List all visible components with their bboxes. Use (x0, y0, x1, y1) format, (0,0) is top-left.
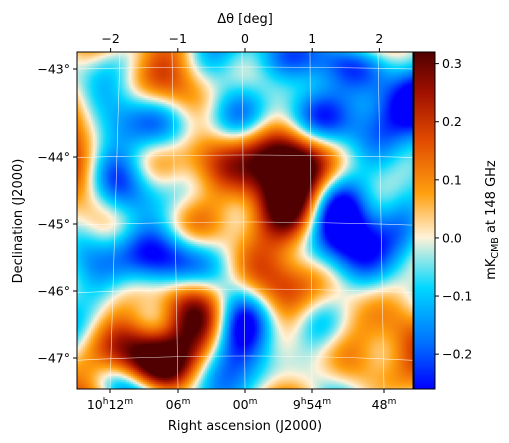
bottom-tick-label: 48m (372, 397, 397, 412)
ra-grid-line (309, 52, 313, 389)
bottom-tick-label: 00m (233, 397, 258, 412)
bottom-tick-label: 10h12m (87, 397, 133, 412)
top-tick-label: 1 (308, 31, 316, 46)
ra-grid-line (109, 52, 121, 389)
bottom-tick-label: 9h54m (293, 397, 331, 412)
dec-grid-line (77, 288, 413, 294)
colorbar (413, 51, 436, 390)
temperature-map (77, 52, 413, 389)
top-axis-label: Δθ [deg] (217, 12, 273, 27)
top-tick-label: 0 (241, 31, 249, 46)
colorbar-tick-label: 0.3 (442, 56, 462, 71)
map-raster (77, 52, 413, 389)
colorbar-axis: −0.2 −0.1 0.0 0.1 0.2 0.3 (435, 56, 472, 362)
top-axis: −2 −1 0 1 2 (101, 31, 383, 52)
dec-grid-line (77, 154, 413, 158)
dec-grid-line (77, 221, 413, 226)
colorbar-tick-label: −0.1 (442, 289, 472, 304)
colorbar-tick-label: 0.1 (442, 172, 462, 187)
top-tick-label: 2 (375, 31, 383, 46)
ra-grid-line (171, 52, 179, 389)
colorbar-label: mKCMB at 148 GHz (484, 160, 501, 280)
coordinate-grid (77, 52, 413, 389)
left-tick-label: −43° (37, 62, 70, 77)
left-tick-label: −44° (37, 150, 70, 165)
colorbar-tick-label: 0.0 (442, 230, 462, 245)
colorbar-tick-label: −0.2 (442, 347, 472, 362)
top-tick-label: −1 (169, 31, 187, 46)
top-tick-label: −2 (101, 31, 119, 46)
ra-grid-line (241, 52, 246, 389)
bottom-axis-label: Right ascension (J2000) (168, 419, 322, 434)
colorbar-tick-label: 0.2 (442, 114, 462, 129)
bottom-axis: 10h12m 06m 00m 9h54m 48m (87, 389, 397, 412)
bottom-tick-label: 06m (166, 397, 191, 412)
left-tick-label: −47° (37, 351, 70, 366)
left-tick-label: −45° (37, 217, 70, 232)
ra-grid-line (377, 52, 385, 389)
left-axis-label: Declination (J2000) (11, 159, 26, 284)
left-tick-label: −46° (37, 284, 70, 299)
left-axis: −43° −44° −45° −46° −47° (37, 62, 77, 366)
